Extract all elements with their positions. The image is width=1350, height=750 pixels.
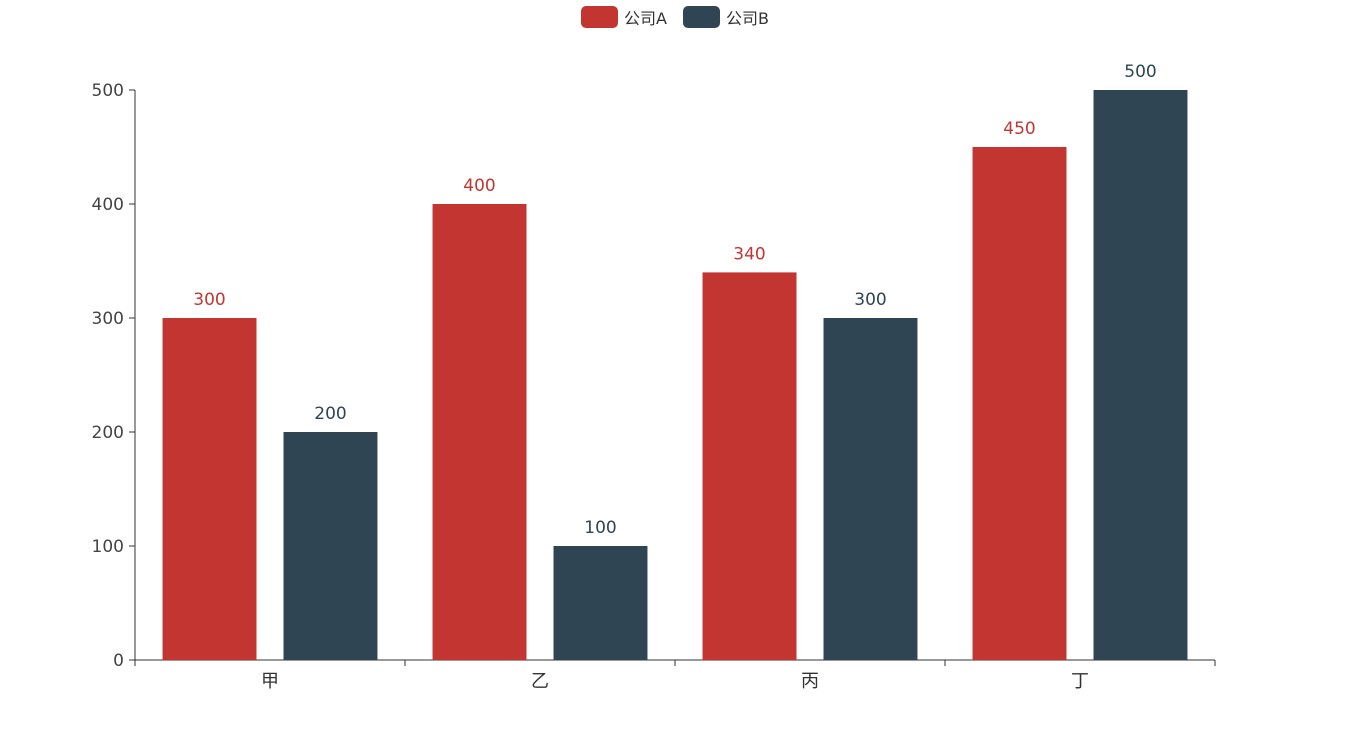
y-tick-label: 300: [92, 309, 124, 329]
data-label: 450: [1003, 119, 1035, 139]
legend: 公司A 公司B: [0, 5, 1350, 29]
bar-series-b: [823, 318, 918, 660]
data-label: 100: [584, 518, 616, 538]
x-tick-label: 丙: [801, 671, 819, 692]
legend-label-series-b: 公司B: [725, 9, 769, 28]
bar-series-a: [702, 272, 797, 660]
y-tick-label: 0: [113, 651, 124, 671]
data-label: 500: [1124, 62, 1156, 82]
legend-item-series-b[interactable]: 公司B: [682, 5, 769, 29]
legend-swatch-series-a: [581, 6, 619, 28]
y-tick-label: 400: [92, 195, 124, 215]
x-tick-label: 乙: [531, 671, 549, 692]
legend-swatch-series-b: [682, 6, 720, 28]
bar-series-b: [283, 432, 378, 660]
y-tick-label: 200: [92, 423, 124, 443]
x-tick-label: 丁: [1071, 671, 1089, 692]
legend-label-series-a: 公司A: [624, 9, 667, 28]
data-label: 300: [193, 290, 225, 310]
data-label: 300: [854, 290, 886, 310]
data-label: 400: [463, 176, 495, 196]
x-tick-label: 甲: [261, 671, 279, 692]
bar-series-b: [1093, 90, 1188, 660]
y-tick-label: 500: [92, 81, 124, 101]
legend-item-series-a[interactable]: 公司A: [581, 5, 667, 29]
y-tick-label: 100: [92, 537, 124, 557]
bar-series-a: [432, 204, 527, 660]
bar-series-a: [162, 318, 257, 660]
data-label: 340: [733, 244, 765, 264]
bar-series-a: [972, 147, 1067, 660]
data-label: 200: [314, 404, 346, 424]
bar-series-b: [553, 546, 648, 660]
